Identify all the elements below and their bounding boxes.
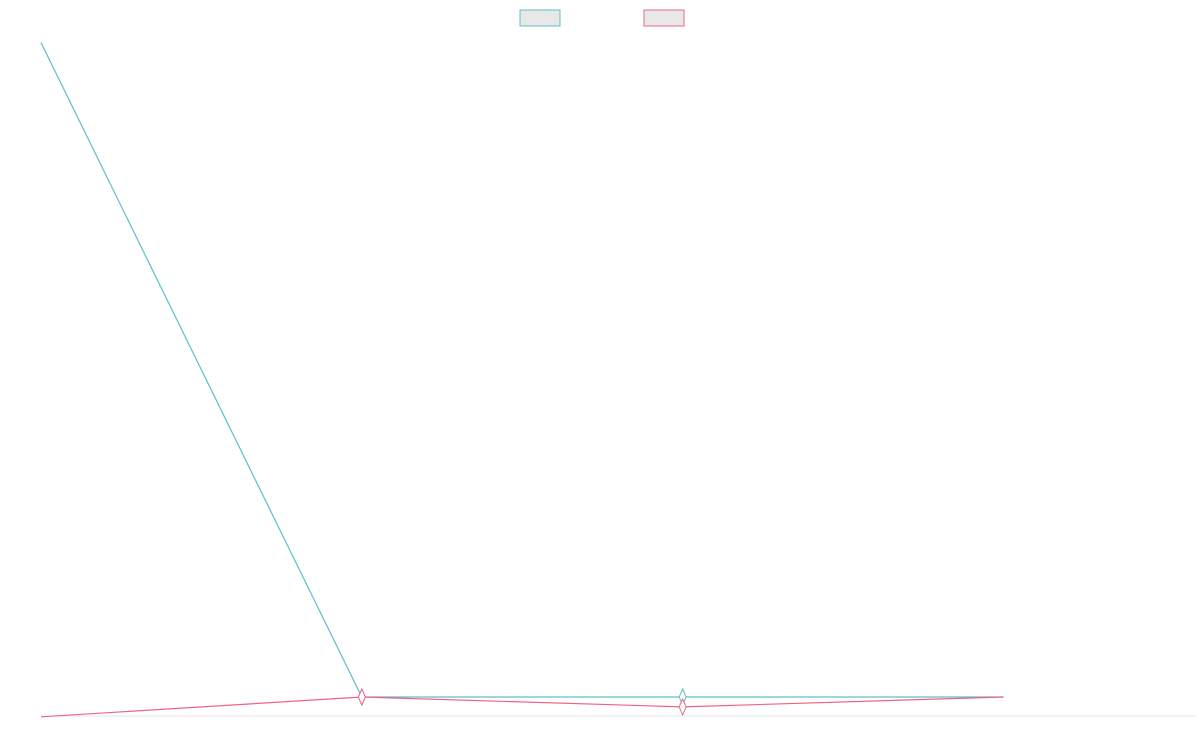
series-2 bbox=[40, 687, 1004, 718]
series-line-2 bbox=[40, 696, 1004, 718]
series-line-1 bbox=[40, 42, 1004, 698]
data-point-2-2[interactable] bbox=[357, 687, 366, 707]
legend-item-1[interactable] bbox=[519, 9, 561, 27]
chart-legend[interactable] bbox=[519, 9, 685, 27]
chart-series bbox=[40, 42, 1004, 718]
data-point-2-3[interactable] bbox=[678, 697, 687, 717]
series-1 bbox=[40, 42, 1004, 707]
legend-swatch-2[interactable] bbox=[643, 9, 685, 27]
legend-swatch-1[interactable] bbox=[519, 9, 561, 27]
legend-item-2[interactable] bbox=[643, 9, 685, 27]
